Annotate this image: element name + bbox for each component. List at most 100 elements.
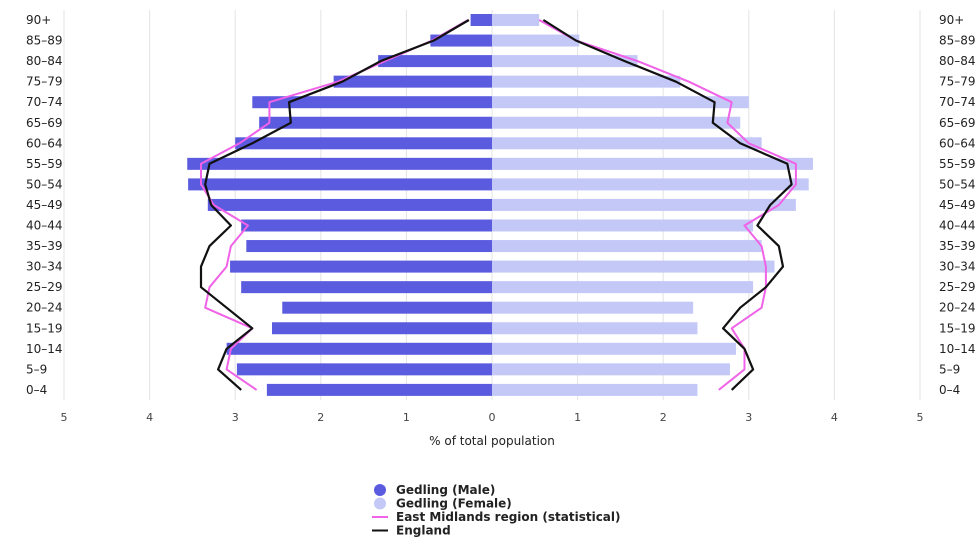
ytick-left-label: 55–59 [26, 157, 63, 171]
bar-female-45-49 [492, 198, 796, 211]
ytick-left-label: 65–69 [26, 116, 63, 130]
bar-female-5-9 [492, 363, 730, 376]
xtick-label: 3 [745, 411, 752, 424]
bar-male-25-29 [241, 281, 492, 294]
ytick-left-label: 90+ [26, 13, 51, 27]
ytick-right-label: 10–14 [939, 342, 976, 356]
bar-male-15-19 [272, 322, 492, 335]
bars [187, 14, 813, 396]
bar-female-30-34 [492, 260, 775, 273]
bar-male-80-84 [378, 55, 492, 68]
ytick-right-label: 5–9 [939, 362, 960, 376]
bar-female-80-84 [492, 55, 638, 68]
bar-female-25-29 [492, 281, 754, 294]
ytick-right-label: 30–34 [939, 260, 976, 274]
ytick-right-label: 25–29 [939, 280, 976, 294]
bar-male-70-74 [252, 96, 492, 109]
bar-female-75-79 [492, 75, 681, 88]
bar-female-20-24 [492, 301, 694, 314]
legend-label: Gedling (Female) [396, 497, 512, 511]
ytick-left-label: 80–84 [26, 54, 63, 68]
bar-male-50-54 [188, 178, 492, 191]
xtick-label: 5 [61, 411, 68, 424]
ytick-right-label: 45–49 [939, 198, 976, 212]
ytick-right-label: 90+ [939, 13, 964, 27]
bar-female-65-69 [492, 116, 741, 129]
bar-male-85-89 [430, 34, 492, 47]
xtick-label: 3 [232, 411, 239, 424]
bar-male-45-49 [207, 198, 493, 211]
legend: Gedling (Male)Gedling (Female)East Midla… [372, 483, 621, 538]
bar-female-50-54 [492, 178, 809, 191]
legend-label: England [396, 524, 451, 538]
bar-male-60-64 [235, 137, 492, 150]
bar-male-55-59 [187, 157, 492, 170]
ytick-left-label: 70–74 [26, 95, 63, 109]
xtick-label: 4 [831, 411, 838, 424]
ytick-right-label: 60–64 [939, 136, 976, 150]
legend-label: East Midlands region (statistical) [396, 510, 621, 524]
ytick-right-label: 50–54 [939, 177, 976, 191]
bar-male-40-44 [241, 219, 492, 232]
xtick-label: 1 [574, 411, 581, 424]
bar-male-5-9 [236, 363, 492, 376]
xtick-label: 5 [917, 411, 924, 424]
bar-female-70-74 [492, 96, 749, 109]
xtick-label: 4 [146, 411, 153, 424]
ytick-right-label: 85–89 [939, 34, 976, 48]
bar-male-65-69 [259, 116, 492, 129]
ytick-left-label: 0–4 [26, 383, 47, 397]
bar-male-35-39 [246, 240, 492, 253]
bar-female-15-19 [492, 322, 698, 335]
ytick-right-label: 0–4 [939, 383, 960, 397]
bar-female-35-39 [492, 240, 762, 253]
ytick-left-label: 60–64 [26, 136, 63, 150]
bar-female-10-14 [492, 342, 736, 355]
ytick-right-label: 75–79 [939, 75, 976, 89]
bar-female-40-44 [492, 219, 754, 232]
ytick-left-label: 50–54 [26, 177, 63, 191]
line-england-male [199, 19, 470, 391]
bar-female-85-89 [492, 34, 580, 47]
ytick-left-label: 20–24 [26, 301, 63, 315]
ytick-left-label: 85–89 [26, 34, 63, 48]
ytick-left-label: 5–9 [26, 362, 47, 376]
ytick-right-label: 35–39 [939, 239, 976, 253]
legend-swatch-male [374, 484, 386, 496]
bar-female-60-64 [492, 137, 762, 150]
bar-male-20-24 [282, 301, 492, 314]
ytick-right-label: 55–59 [939, 157, 976, 171]
legend-label: Gedling (Male) [396, 483, 495, 497]
x-axis-title: % of total population [429, 434, 555, 448]
ytick-right-label: 15–19 [939, 321, 976, 335]
xtick-label: 2 [317, 411, 324, 424]
ytick-left-label: 40–44 [26, 219, 63, 233]
ytick-left-label: 45–49 [26, 198, 63, 212]
bar-male-10-14 [226, 342, 492, 355]
legend-swatch-female [374, 497, 386, 510]
bar-male-30-34 [230, 260, 492, 273]
ytick-left-label: 35–39 [26, 239, 63, 253]
ytick-right-label: 65–69 [939, 116, 976, 130]
xtick-label: 0 [489, 411, 496, 424]
bar-male-0-4 [266, 383, 492, 396]
line-england-female [542, 19, 793, 391]
bar-male-75-79 [333, 75, 492, 88]
bar-male-90+ [470, 14, 492, 26]
ytick-left-label: 15–19 [26, 321, 63, 335]
ytick-right-label: 70–74 [939, 95, 976, 109]
ytick-right-label: 20–24 [939, 301, 976, 315]
bar-female-0-4 [492, 383, 698, 396]
ytick-right-label: 40–44 [939, 219, 976, 233]
xtick-label: 2 [660, 411, 667, 424]
ytick-left-label: 30–34 [26, 260, 63, 274]
ytick-left-label: 10–14 [26, 342, 63, 356]
bar-female-55-59 [492, 157, 813, 170]
ytick-left-label: 75–79 [26, 75, 63, 89]
line-region-female [538, 19, 797, 391]
ytick-left-label: 25–29 [26, 280, 63, 294]
bar-female-90+ [492, 14, 540, 26]
ytick-right-label: 80–84 [939, 54, 976, 68]
